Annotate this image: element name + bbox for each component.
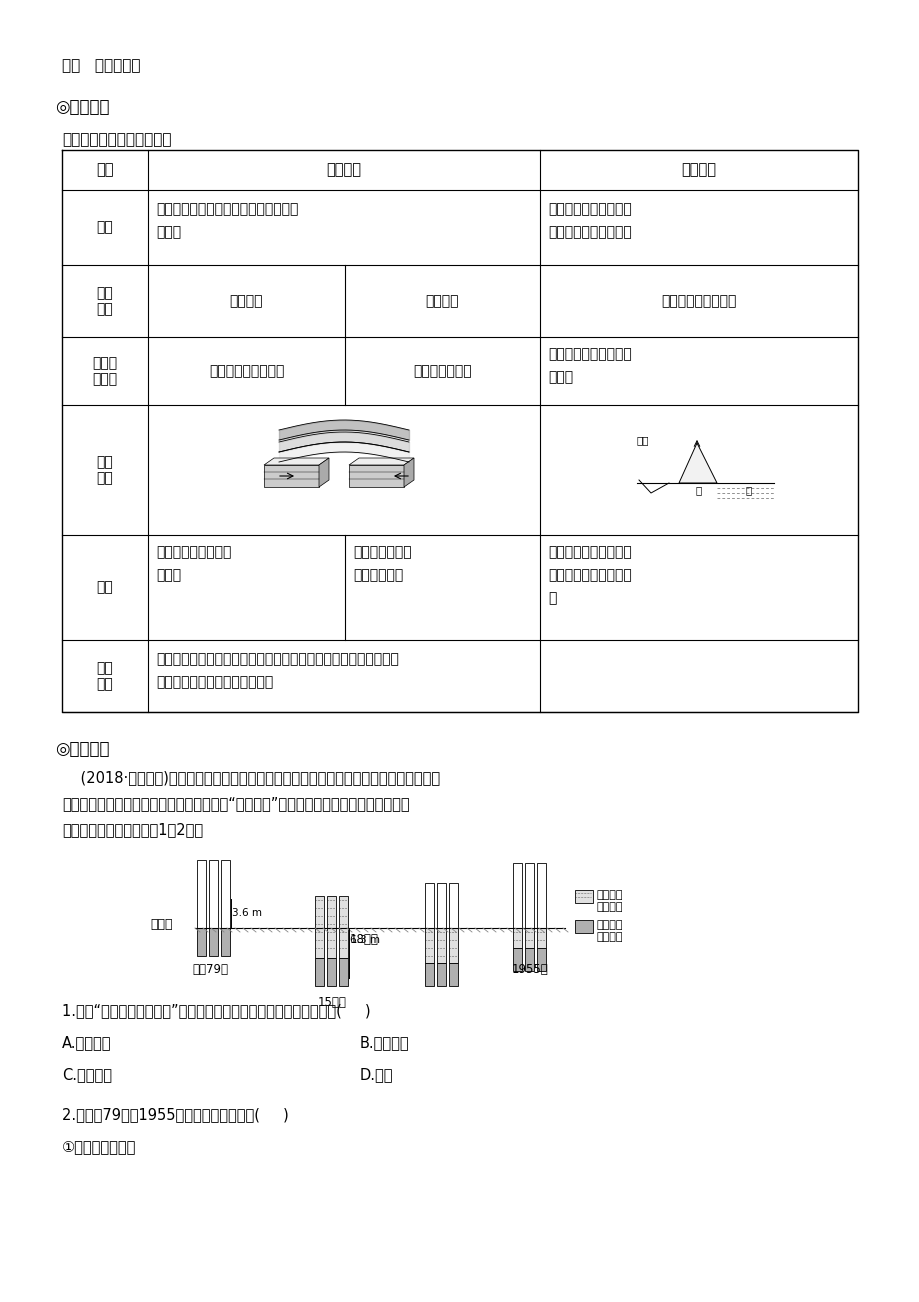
Text: 运动
形态: 运动 形态 (96, 454, 113, 486)
Text: 3.6 m: 3.6 m (232, 907, 262, 918)
Text: 引起地表高低起伏和海: 引起地表高低起伏和海 (548, 348, 631, 361)
Bar (513, 863, 522, 928)
Polygon shape (403, 458, 414, 487)
Text: 举例: 举例 (96, 581, 113, 595)
Text: 水平挡压: 水平挡压 (230, 294, 263, 309)
Text: B.变质作用: B.变质作用 (359, 1035, 409, 1049)
Text: 以水平运动为主，垂直运动为辅: 以水平运动为主，垂直运动为辅 (156, 674, 273, 689)
Bar (339, 958, 348, 986)
Text: 地壳抬升、地壳下沉: 地壳抬升、地壳下沉 (661, 294, 736, 309)
Text: (2018·日照期末)塞拉比斯古庙遗址位于意大利的那不勒斯湾海岸，这座古庙早已倒塔，: (2018·日照期末)塞拉比斯古庙遗址位于意大利的那不勒斯湾海岸，这座古庙早已倒… (62, 769, 439, 785)
Bar (198, 861, 206, 928)
Text: 东非大裂谷、大: 东非大裂谷、大 (353, 546, 411, 559)
Polygon shape (678, 443, 716, 483)
Bar (339, 896, 348, 958)
Bar (537, 948, 546, 971)
Text: 水平张裂: 水平张裂 (425, 294, 459, 309)
Text: 垂直运动: 垂直运动 (681, 163, 716, 177)
Text: 15世纪: 15世纪 (317, 996, 346, 1009)
Bar (574, 891, 593, 904)
Text: 形成裂谷或海洋: 形成裂谷或海洋 (413, 365, 471, 378)
Bar (264, 465, 319, 487)
Bar (513, 928, 522, 948)
Text: 三根大理石柱的升降变: 三根大理石柱的升降变 (548, 568, 631, 582)
Text: A.地壳运动: A.地壳运动 (62, 1035, 111, 1049)
Bar (537, 863, 546, 928)
Text: 陆: 陆 (695, 486, 701, 495)
Text: 组成地壳的岩层作垂直: 组成地壳的岩层作垂直 (548, 202, 631, 216)
Text: ①以水平运动为主: ①以水平运动为主 (62, 1139, 136, 1154)
Text: 1.图中“被火山灰覆盖部分”说明那不勒斯湾海岸所受到的内力作用是(     ): 1.图中“被火山灰覆盖部分”说明那不勒斯湾海岸所受到的内力作用是( ) (62, 1003, 370, 1018)
Bar (210, 928, 219, 956)
Text: 得比较完整。读图，回答1～2题。: 得比较完整。读图，回答1～2题。 (62, 822, 203, 837)
Bar (525, 948, 534, 971)
Bar (315, 896, 324, 958)
Text: 概念: 概念 (96, 220, 113, 234)
Text: 答案   岩浆活动。: 答案 岩浆活动。 (62, 59, 141, 73)
Text: 公元79年: 公元79年 (192, 963, 228, 976)
Bar (348, 465, 403, 487)
Text: 6.3 m: 6.3 m (349, 935, 380, 945)
Bar (449, 963, 458, 986)
Bar (425, 883, 434, 928)
Bar (425, 963, 434, 986)
Polygon shape (264, 458, 329, 465)
Text: 只剩下三根大理石柱子，每根石柱中间都有“百孔千疮”的一段，而它的上截和下截却保存: 只剩下三根大理石柱子，每根石柱中间都有“百孔千疮”的一段，而它的上截和下截却保存 (62, 796, 409, 811)
Bar (221, 928, 231, 956)
Text: 类型: 类型 (96, 163, 114, 177)
Bar (327, 896, 336, 958)
Text: 形成巨大的褶皆山系: 形成巨大的褶皆山系 (209, 365, 284, 378)
Text: 陆变迁: 陆变迁 (548, 370, 573, 384)
Bar (327, 958, 336, 986)
Text: 盆地: 盆地 (636, 435, 649, 445)
Bar (449, 883, 458, 928)
Text: 海平面: 海平面 (150, 918, 173, 931)
Bar (449, 928, 458, 963)
Polygon shape (348, 458, 414, 465)
Bar (437, 883, 446, 928)
Polygon shape (319, 458, 329, 487)
Bar (425, 928, 434, 963)
Text: 海生动物: 海生动物 (596, 891, 623, 900)
Text: 钒孔部分: 钒孔部分 (596, 902, 623, 911)
Text: ◎核心归纳: ◎核心归纳 (55, 98, 109, 116)
Bar (210, 861, 219, 928)
Text: D.地震: D.地震 (359, 1068, 393, 1082)
Text: 2.从公元79年到1955年，那不勒斯湾海岸(     ): 2.从公元79年到1955年，那不勒斯湾海岸( ) (62, 1107, 289, 1122)
Bar (437, 928, 446, 963)
Text: 运动
方向: 运动 方向 (96, 286, 113, 316)
Text: 水平运动和垂直运动的比较: 水平运动和垂直运动的比较 (62, 132, 171, 147)
Text: 向运动: 向运动 (156, 225, 181, 240)
Text: 水平运动: 水平运动 (326, 163, 361, 177)
Text: 覆盖部分: 覆盖部分 (596, 932, 623, 943)
Bar (221, 861, 231, 928)
Text: 化: 化 (548, 591, 556, 605)
Text: ◎跟踪训练: ◎跟踪训练 (55, 740, 109, 758)
Bar (525, 863, 534, 928)
Text: 喜马拉雅山、阴尔卑: 喜马拉雅山、阴尔卑 (156, 546, 231, 559)
Bar (315, 958, 324, 986)
Bar (437, 963, 446, 986)
Bar (574, 921, 593, 934)
Text: 意大利那不勒斯湾海岸: 意大利那不勒斯湾海岸 (548, 546, 631, 559)
Text: 组成地壳的岩层沿平行于地球表面的方: 组成地壳的岩层沿平行于地球表面的方 (156, 202, 298, 216)
Bar (513, 948, 522, 971)
Text: 海: 海 (745, 486, 752, 495)
Text: 对地表
的影响: 对地表 的影响 (92, 355, 118, 387)
Text: 相互
关系: 相互 关系 (96, 661, 113, 691)
Text: 西洋、红海等: 西洋、红海等 (353, 568, 403, 582)
Text: 18世纪: 18世纪 (349, 934, 379, 947)
Text: 于地球表面的方向运动: 于地球表面的方向运动 (548, 225, 631, 240)
Bar (537, 928, 546, 948)
Text: 被火山灰: 被火山灰 (596, 921, 623, 930)
Text: 斯山等: 斯山等 (156, 568, 181, 582)
Text: 1955年: 1955年 (511, 963, 548, 976)
Bar (198, 928, 206, 956)
Text: 在不同的时期和不同的区域有主次之分，就全球规模的运动而言，: 在不同的时期和不同的区域有主次之分，就全球规模的运动而言， (156, 652, 399, 667)
Text: C.岩浆活动: C.岩浆活动 (62, 1068, 112, 1082)
Bar (525, 928, 534, 948)
